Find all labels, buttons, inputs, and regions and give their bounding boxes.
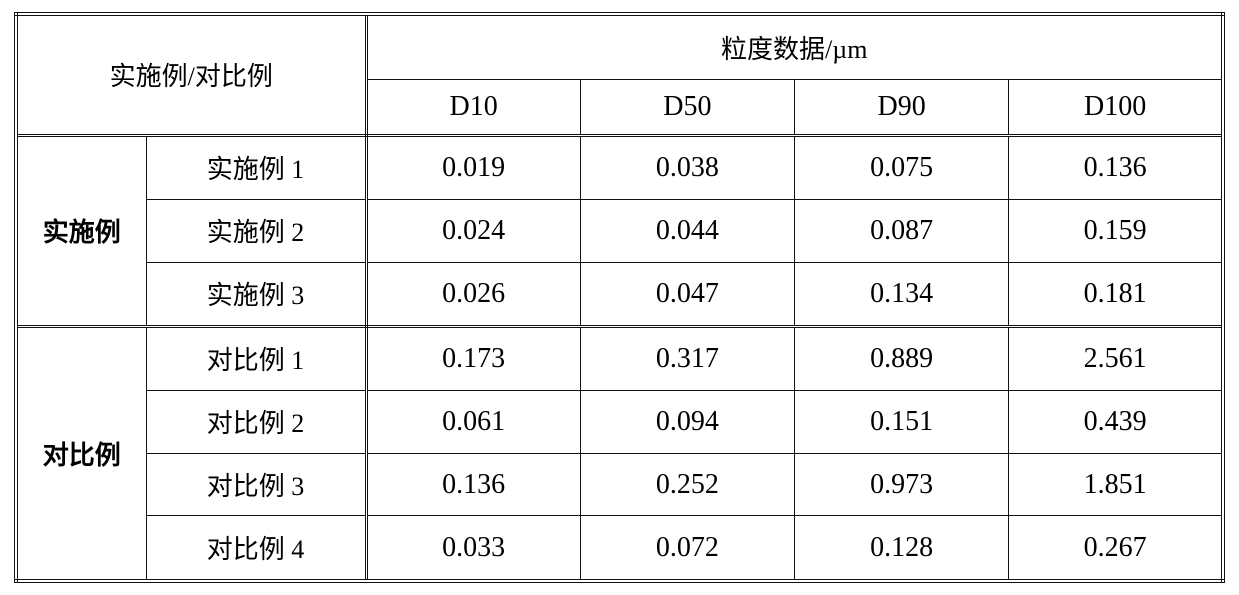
cell: 0.136	[366, 453, 580, 516]
cell: 0.889	[794, 326, 1008, 390]
cell: 0.075	[794, 135, 1008, 199]
col-d90: D90	[794, 79, 1008, 135]
cell: 0.044	[580, 199, 794, 262]
cell: 0.252	[580, 453, 794, 516]
cell: 0.072	[580, 516, 794, 581]
cell: 1.851	[1009, 453, 1223, 516]
cell: 2.561	[1009, 326, 1223, 390]
cell: 0.159	[1009, 199, 1223, 262]
cell: 0.061	[366, 391, 580, 454]
cell: 0.973	[794, 453, 1008, 516]
row-label: 对比例 3	[146, 453, 366, 516]
cell: 0.134	[794, 262, 1008, 326]
row-label: 实施例 1	[146, 135, 366, 199]
cell: 0.019	[366, 135, 580, 199]
cell: 0.024	[366, 199, 580, 262]
cell: 0.181	[1009, 262, 1223, 326]
cell: 0.026	[366, 262, 580, 326]
cell: 0.033	[366, 516, 580, 581]
group-label-duibili: 对比例	[16, 326, 146, 581]
cell: 0.087	[794, 199, 1008, 262]
cell: 0.094	[580, 391, 794, 454]
col-d50: D50	[580, 79, 794, 135]
header-left: 实施例/对比例	[16, 14, 366, 135]
row-label: 对比例 1	[146, 326, 366, 390]
cell: 0.128	[794, 516, 1008, 581]
cell: 0.136	[1009, 135, 1223, 199]
row-label: 对比例 2	[146, 391, 366, 454]
row-label: 实施例 3	[146, 262, 366, 326]
cell: 0.047	[580, 262, 794, 326]
col-d10: D10	[366, 79, 580, 135]
cell: 0.317	[580, 326, 794, 390]
particle-size-table: 实施例/对比例 粒度数据/µm D10 D50 D90 D100 实施例 实施例…	[14, 12, 1225, 583]
row-label: 实施例 2	[146, 199, 366, 262]
cell: 0.038	[580, 135, 794, 199]
cell: 0.439	[1009, 391, 1223, 454]
group-label-shishili: 实施例	[16, 135, 146, 326]
cell: 0.151	[794, 391, 1008, 454]
col-d100: D100	[1009, 79, 1223, 135]
cell: 0.267	[1009, 516, 1223, 581]
row-label: 对比例 4	[146, 516, 366, 581]
cell: 0.173	[366, 326, 580, 390]
header-top: 粒度数据/µm	[366, 14, 1223, 79]
